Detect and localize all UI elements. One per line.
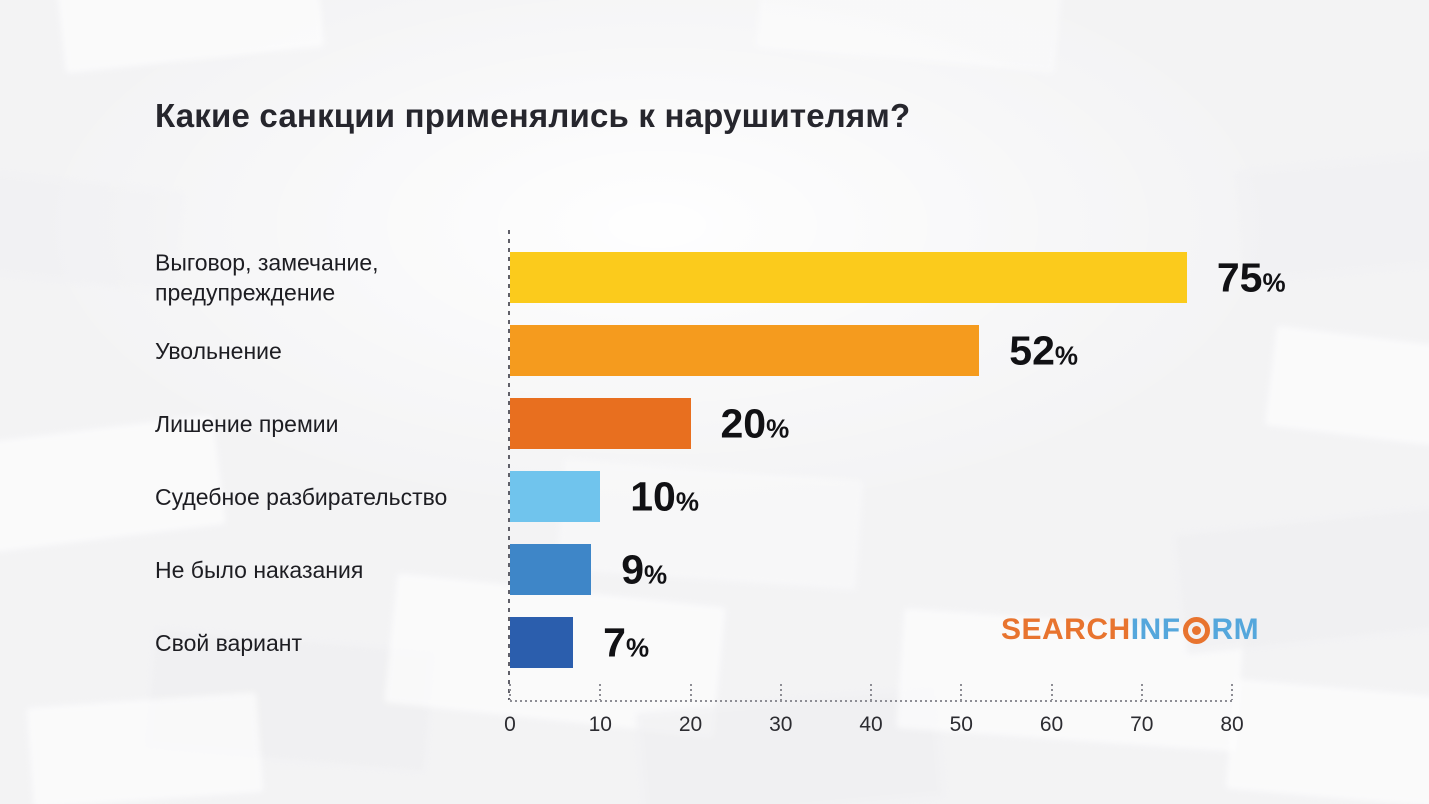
bar — [510, 398, 691, 449]
logo-text-search: SEARCH — [1001, 613, 1131, 646]
chart-row: Свой вариант 7% — [155, 617, 1409, 668]
value-number: 9 — [621, 546, 645, 592]
value-label: 10% — [630, 473, 699, 520]
chart-row: Выговор, замечание, предупреждение 75% — [155, 249, 1409, 305]
x-tick-mark — [509, 684, 511, 700]
value-label: 75% — [1217, 254, 1286, 301]
x-tick-mark — [689, 684, 692, 700]
x-tick-label: 80 — [1220, 713, 1244, 736]
value-label: 20% — [721, 400, 790, 447]
bar — [510, 617, 574, 668]
x-tick-mark — [1231, 684, 1233, 700]
logo-text-rm: RM — [1211, 613, 1260, 646]
chart-row: Лишение премии 20% — [155, 398, 1409, 449]
x-tick-label: 20 — [678, 713, 703, 736]
x-tick-mark — [960, 684, 963, 700]
bar-track: 9% — [510, 544, 1232, 595]
value-label: 9% — [621, 546, 667, 593]
bar — [510, 325, 980, 376]
bar — [510, 252, 1187, 303]
bar-track: 75% — [510, 252, 1286, 303]
value-number: 52 — [1009, 327, 1055, 373]
x-tick-mark — [1050, 684, 1053, 700]
bar-track: 20% — [510, 398, 1232, 449]
value-percent-sign: % — [644, 559, 668, 589]
bar-track: 52% — [510, 325, 1232, 376]
value-percent-sign: % — [675, 486, 699, 516]
x-tick-label: 70 — [1130, 713, 1154, 736]
searchinform-logo: SEARCH INF RM — [1001, 613, 1259, 647]
value-percent-sign: % — [1262, 267, 1286, 297]
x-tick-label: 50 — [949, 713, 973, 736]
x-tick-mark — [870, 684, 872, 700]
category-label: Судебное разбирательство — [155, 483, 448, 510]
logo-text-inf: INF — [1130, 613, 1181, 646]
bar-track: 10% — [510, 471, 1232, 522]
x-tick-label: 10 — [588, 713, 612, 736]
bar-rows: Выговор, замечание, предупреждение 75% Уво… — [155, 0, 1409, 804]
chart-title: Какие санкции применялись к нарушителям? — [155, 97, 911, 134]
x-tick-mark — [599, 684, 602, 700]
chart-row: Судебное разбирательство 10% — [155, 471, 1409, 522]
category-label: Увольнение — [155, 337, 282, 364]
value-percent-sign: % — [1054, 340, 1079, 370]
chart-row: Увольнение 52% — [155, 325, 1409, 376]
x-tick-label: 30 — [769, 713, 793, 736]
bar — [510, 544, 592, 595]
x-tick-label: 0 — [504, 713, 516, 736]
category-label: Лишение премии — [155, 410, 339, 437]
value-label: 7% — [603, 619, 649, 666]
category-label: Свой вариант — [155, 629, 303, 656]
at-target-icon — [1182, 616, 1210, 644]
value-number: 7 — [603, 619, 626, 665]
value-percent-sign: % — [766, 413, 790, 443]
value-percent-sign: % — [625, 632, 650, 662]
bar — [510, 471, 601, 522]
value-number: 20 — [720, 400, 767, 446]
value-number: 10 — [630, 473, 676, 519]
chart-row: Не было наказания 9% — [155, 544, 1409, 595]
x-axis-line — [510, 700, 1232, 702]
y-axis-line — [508, 230, 510, 700]
value-label: 52% — [1009, 327, 1078, 374]
category-label: Выговор, замечание, предупреждение — [155, 249, 379, 306]
x-tick-label: 60 — [1039, 713, 1064, 736]
plot-area: 0 10 20 30 40 50 60 70 80 — [504, 230, 1244, 736]
x-tick-mark — [779, 684, 782, 700]
bar-track: 7% — [510, 617, 1232, 668]
x-tick-label: 40 — [859, 713, 883, 736]
category-label: Не было наказания — [155, 556, 364, 583]
value-number: 75 — [1216, 254, 1263, 300]
x-tick-mark — [1140, 684, 1143, 700]
